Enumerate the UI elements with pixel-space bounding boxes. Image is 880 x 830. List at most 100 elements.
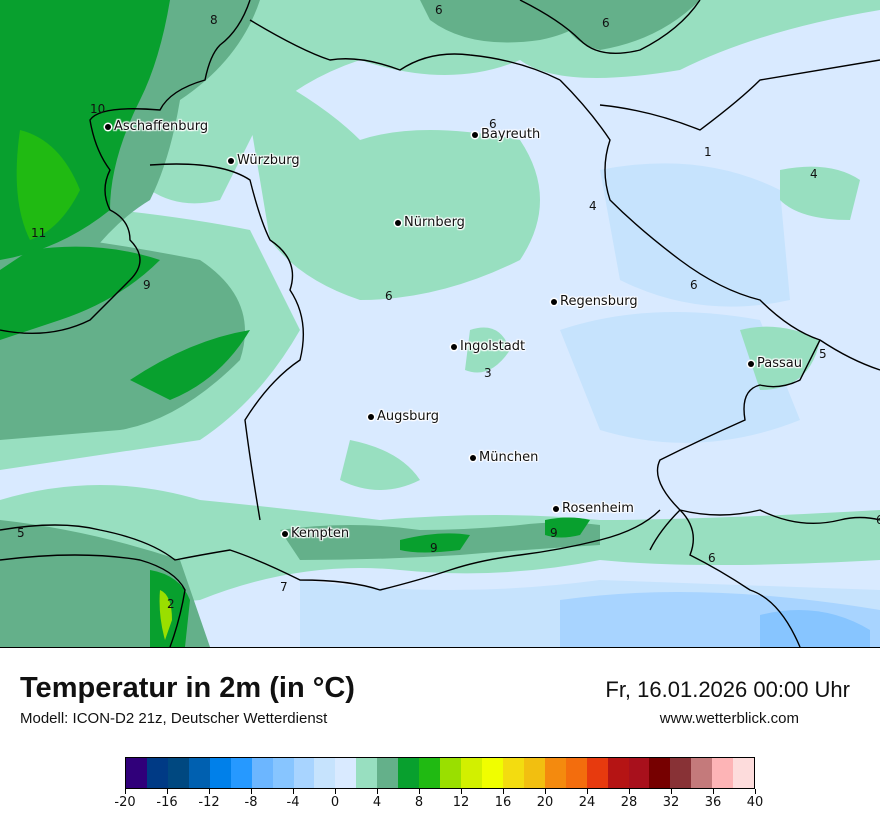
isotherm-value: 6 [435, 3, 443, 17]
colorbar-tick-label: 16 [494, 795, 512, 810]
isotherm-value: 6 [489, 117, 497, 131]
colorbar-tick-label: 36 [704, 795, 722, 810]
colorbar-segment [544, 758, 566, 788]
colorbar-tick-label: -16 [156, 795, 178, 810]
colorbar-tick [125, 789, 126, 794]
colorbar-tick-label: 20 [536, 795, 554, 810]
colorbar-tick-label: 32 [662, 795, 680, 810]
colorbar-segment [733, 758, 755, 788]
colorbar-segment [356, 758, 378, 788]
city-dot-icon [105, 123, 111, 130]
city-marker: Bayreuth [472, 127, 540, 142]
forecast-datetime: Fr, 16.01.2026 00:00 Uhr [605, 677, 850, 702]
city-marker: Nürnberg [395, 215, 465, 230]
city-label: Passau [757, 356, 802, 371]
isotherm-value: 6 [708, 551, 716, 565]
isotherm-value: 9 [550, 526, 558, 540]
colorbar-tick [251, 789, 252, 794]
isotherm-value: 4 [589, 199, 597, 213]
colorbar-ticks: -20 -16 -12 -8 -4 0 4 8 12 16 20 24 28 32 36 40 [114, 789, 763, 819]
colorbar-segment [523, 758, 545, 788]
city-marker: München [470, 450, 538, 465]
colorbar-segment [377, 758, 399, 788]
colorbar-tick [671, 789, 672, 794]
colorbar-tick-label: -8 [244, 795, 258, 810]
city-label: Bayreuth [481, 127, 541, 142]
city-label: Aschaffenburg [114, 119, 209, 134]
colorbar-segment [586, 758, 608, 788]
colorbar-segment [335, 758, 357, 788]
colorbar-tick-label: -20 [114, 795, 136, 810]
colorbar-tick [167, 789, 168, 794]
city-dot-icon [553, 505, 559, 512]
colorbar-tick-label: 8 [414, 795, 424, 810]
colorbar-tick [293, 789, 294, 794]
colorbar-tick [377, 789, 378, 794]
colorbar-segment [126, 758, 147, 788]
colorbar-segment [398, 758, 420, 788]
colorbar-tick-label: 24 [578, 795, 596, 810]
colorbar-tick-label: 0 [330, 795, 340, 810]
model-source: Modell: ICON-D2 21z, Deutscher Wetterdie… [20, 710, 328, 727]
isotherm-value: 10 [90, 102, 106, 116]
isotherm-value: 6 [602, 16, 610, 30]
city-dot-icon [395, 219, 401, 226]
colorbar-segment [314, 758, 336, 788]
city-marker: Augsburg [368, 409, 439, 424]
city-marker: Aschaffenburg [105, 119, 208, 134]
website-link[interactable]: www.wetterblick.com [659, 710, 799, 727]
isotherm-value: 9 [143, 278, 151, 292]
colorbar-tick [629, 789, 630, 794]
city-label: Ingolstadt [460, 339, 526, 354]
isotherm-value: 2 [167, 597, 175, 611]
city-dot-icon [470, 454, 476, 461]
isotherm-value: 5 [17, 526, 25, 540]
city-label: Regensburg [560, 294, 638, 309]
isotherm-value: 9 [430, 541, 438, 555]
isotherm-value: 1 [704, 145, 712, 159]
colorbar-tick [545, 789, 546, 794]
city-marker: Rosenheim [553, 501, 634, 516]
city-dot-icon [551, 298, 557, 305]
colorbar-tick [209, 789, 210, 794]
city-marker: Ingolstadt [451, 339, 525, 354]
colorbar-tick [503, 789, 504, 794]
city-label: München [479, 450, 539, 465]
city-marker: Passau [748, 356, 802, 371]
city-label: Kempten [291, 526, 350, 541]
city-dot-icon [451, 343, 457, 350]
colorbar-tick-label: -12 [198, 795, 220, 810]
city-marker: Würzburg [228, 153, 300, 168]
colorbar-tick [461, 789, 462, 794]
colorbar-segment [209, 758, 231, 788]
colorbar-segment [607, 758, 629, 788]
city-dot-icon [228, 157, 234, 164]
colorbar-segment [188, 758, 210, 788]
colorbar-segment [628, 758, 650, 788]
colorbar-segment [272, 758, 294, 788]
colorbar-segment [712, 758, 734, 788]
city-label: Würzburg [237, 153, 300, 168]
colorbar-tick [335, 789, 336, 794]
temperature-field [0, 0, 880, 647]
colorbar-segment [691, 758, 713, 788]
colorbar-segment [230, 758, 252, 788]
colorbar-segment [167, 758, 189, 788]
colorbar-segment [481, 758, 503, 788]
isotherm-value: 4 [810, 167, 818, 181]
colorbar-segment [146, 758, 168, 788]
colorbar-tick-label: 4 [372, 795, 382, 810]
colorbar-segment [440, 758, 461, 788]
city-label: Nürnberg [404, 215, 465, 230]
city-label: Rosenheim [562, 501, 634, 516]
colorbar-tick-label: 40 [746, 795, 764, 810]
colorbar-segment [502, 758, 524, 788]
colorbar-segment [293, 758, 315, 788]
temperature-map[interactable]: Aschaffenburg Würzburg Bayreuth Nürnberg Reg… [0, 0, 880, 648]
isotherm-value: 3 [484, 366, 492, 380]
colorbar-tick [419, 789, 420, 794]
colorbar-segment [419, 758, 441, 788]
isotherm-value: 6 [690, 278, 698, 292]
city-dot-icon [748, 360, 754, 367]
city-dot-icon [472, 131, 478, 138]
